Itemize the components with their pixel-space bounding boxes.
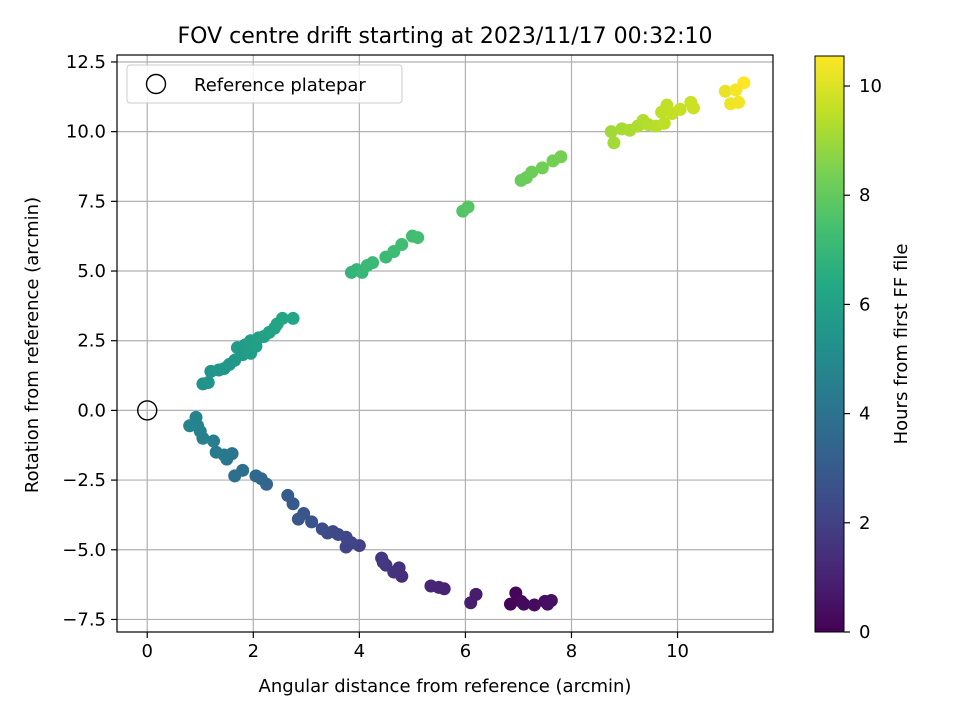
- scatter-point: [527, 598, 541, 612]
- scatter-point: [517, 597, 531, 611]
- scatter-point: [673, 102, 687, 116]
- scatter-point: [732, 95, 746, 109]
- scatter-points: [183, 76, 751, 612]
- scatter-point: [554, 150, 568, 164]
- x-tick-label: 0: [142, 641, 153, 662]
- scatter-point: [503, 597, 517, 611]
- legend-box: [126, 64, 403, 104]
- y-axis-ticks: −7.5 −5.0 −2.5 0.0 2.5 5.0 7.5 10.0 12.5: [62, 52, 117, 630]
- legend: Reference platepar: [126, 64, 403, 104]
- y-tick-label: 5.0: [77, 261, 106, 282]
- scatter-point: [281, 488, 295, 502]
- y-tick-label: 12.5: [66, 52, 106, 73]
- scatter-point: [315, 522, 329, 536]
- x-axis-label: Angular distance from reference (arcmin): [259, 676, 632, 697]
- y-tick-label: −7.5: [62, 609, 106, 630]
- scatter-point: [201, 376, 215, 390]
- colorbar-tick-label: 0: [859, 622, 870, 643]
- scatter-point: [395, 238, 409, 252]
- y-axis-label: Rotation from reference (arcmin): [22, 197, 43, 493]
- scatter-point: [209, 445, 223, 459]
- colorbar-tick-label: 8: [859, 185, 870, 206]
- x-tick-label: 2: [248, 641, 259, 662]
- y-tick-label: −2.5: [62, 470, 106, 491]
- scatter-point: [737, 76, 751, 90]
- scatter-point: [686, 101, 700, 115]
- scatter-point: [376, 555, 390, 569]
- plot-frame: [116, 54, 774, 633]
- x-axis-ticks: 0 2 4 6 8 10: [142, 632, 689, 662]
- scatter-point: [305, 515, 319, 529]
- scatter-point: [525, 165, 539, 179]
- scatter-point: [461, 200, 475, 214]
- colorbar-tick-label: 10: [859, 76, 882, 97]
- scatter-point: [275, 311, 289, 325]
- colorbar: [814, 55, 845, 633]
- scatter-point: [544, 594, 558, 608]
- scatter-point: [339, 540, 353, 554]
- scatter-point: [411, 231, 425, 245]
- chart-title: FOV centre drift starting at 2023/11/17 …: [178, 24, 713, 49]
- colorbar-tick-label: 2: [859, 513, 870, 534]
- x-tick-label: 6: [460, 641, 471, 662]
- legend-label-reference-platepar: Reference platepar: [194, 75, 366, 96]
- y-tick-label: 2.5: [77, 331, 106, 352]
- scatter-point: [366, 256, 380, 270]
- y-tick-label: −5.0: [62, 540, 106, 561]
- legend-open-circle-marker: [145, 73, 167, 95]
- scatter-point: [604, 125, 618, 139]
- colorbar-tick-label: 6: [859, 294, 870, 315]
- y-tick-label: 0.0: [77, 400, 106, 421]
- scatter-point: [228, 469, 242, 483]
- x-tick-label: 10: [666, 641, 689, 662]
- x-tick-label: 4: [354, 641, 365, 662]
- x-tick-label: 8: [566, 641, 577, 662]
- scatter-point: [718, 84, 732, 98]
- scatter-point: [607, 136, 621, 150]
- scatter-point: [657, 116, 671, 130]
- y-tick-label: 10.0: [66, 122, 106, 143]
- scatter-point: [286, 311, 300, 325]
- reference-platepar-marker: [137, 400, 158, 421]
- scatter-point: [183, 419, 197, 433]
- grid: [117, 55, 773, 632]
- scatter-point: [291, 512, 305, 526]
- colorbar-tick-label: 4: [859, 404, 870, 425]
- scatter-point: [464, 596, 478, 610]
- scatter-point: [207, 434, 221, 448]
- reference-layer: [137, 400, 158, 421]
- colorbar-label: Hours from first FF file: [891, 244, 912, 445]
- y-tick-label: 7.5: [77, 191, 106, 212]
- scatter-point: [535, 161, 549, 175]
- scatter-point: [424, 579, 438, 593]
- scatter-point: [249, 469, 263, 483]
- colorbar-ticks: 0 2 4 6 8 10: [844, 76, 882, 643]
